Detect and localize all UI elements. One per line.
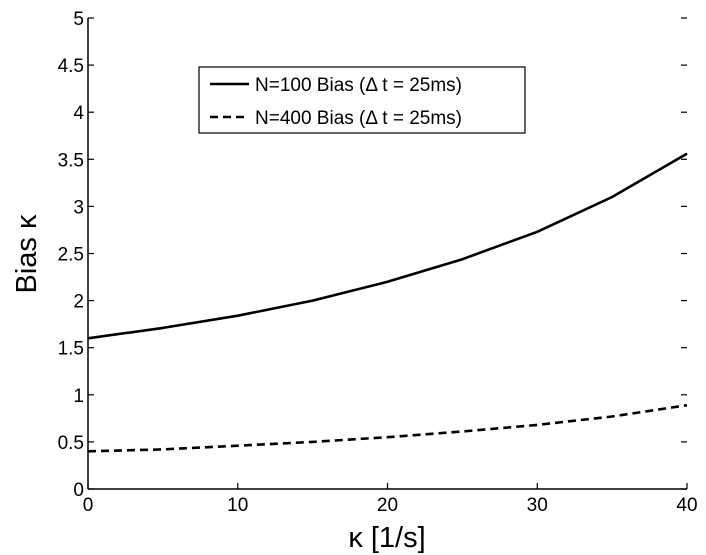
- y-tick-label: 2.5: [58, 245, 84, 266]
- legend-label-n100: N=100 Bias (Δ t = 25ms): [255, 75, 462, 96]
- y-tick-label: 2: [73, 292, 84, 313]
- y-tick-label: 5: [73, 9, 84, 30]
- legend-box: [198, 66, 526, 134]
- y-tick-label: 0: [73, 480, 84, 501]
- y-tick-label: 4.5: [58, 56, 84, 77]
- plot-area: 0 0.5 1 1.5 2 2.5 3 3.5 4 4.5 5 0 10 20 30 40: [58, 9, 698, 516]
- legend-label-n400: N=400 Bias (Δ t = 25ms): [255, 108, 462, 129]
- legend: N=100 Bias (Δ t = 25ms) N=400 Bias (Δ t …: [198, 66, 526, 134]
- y-tick-label: 4: [73, 103, 84, 124]
- axis-ticks: 0 0.5 1 1.5 2 2.5 3 3.5 4 4.5 5 0 10 20 30 40: [58, 9, 698, 516]
- x-axis-label: κ [1/s]: [348, 522, 425, 554]
- series-line-n400: [87, 403, 688, 453]
- y-tick-label: 0.5: [58, 433, 84, 454]
- series-line-n100: [87, 152, 688, 340]
- x-tick-label: 0: [83, 495, 94, 516]
- x-tick-label: 10: [227, 495, 248, 516]
- y-tick-label: 1: [73, 386, 84, 407]
- x-tick-label: 30: [527, 495, 548, 516]
- y-tick-label: 3: [73, 197, 84, 218]
- y-tick-label: 3.5: [58, 150, 84, 171]
- y-tick-label: 1.5: [58, 339, 84, 360]
- x-tick-label: 40: [676, 495, 697, 516]
- y-axis-label: Bias κ: [11, 214, 43, 293]
- x-tick-label: 20: [377, 495, 398, 516]
- series-layer: [87, 152, 688, 453]
